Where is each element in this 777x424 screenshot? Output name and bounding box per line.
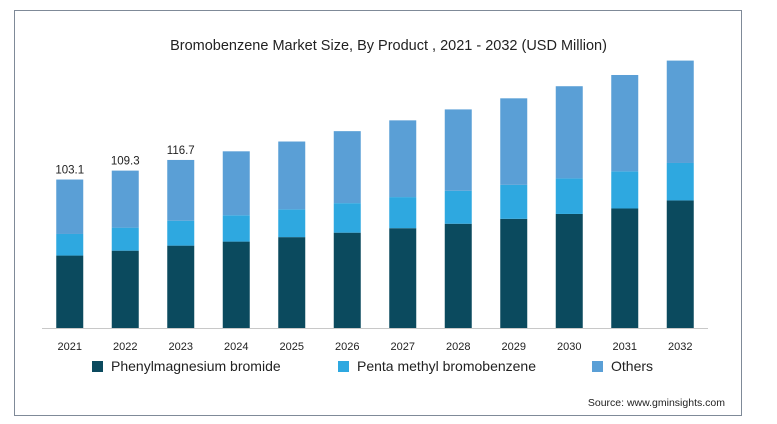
x-tick-label: 2030 — [557, 341, 581, 353]
legend-swatch — [592, 360, 603, 372]
x-tick-label: 2027 — [391, 341, 415, 353]
bar-segment-2029-2 — [500, 184, 528, 219]
bar-segment-2021-1 — [56, 255, 84, 328]
bar-segment-2021-3 — [56, 179, 84, 234]
bar-segment-2030-3 — [555, 86, 583, 179]
data-label: 116.7 — [167, 145, 195, 157]
legend-item: Others — [592, 358, 653, 374]
x-tick-label: 2026 — [335, 341, 359, 353]
bar-segment-2028-2 — [444, 190, 472, 224]
bar-segment-2027-1 — [389, 228, 417, 328]
bar-segment-2032-2 — [666, 162, 694, 201]
bar-segment-2023-1 — [167, 245, 195, 328]
legend-swatch — [338, 360, 349, 372]
bar-segment-2027-3 — [389, 120, 417, 198]
chart-legend: Phenylmagnesium bromide Penta methyl brom… — [92, 358, 692, 382]
bar-segment-2024-3 — [222, 151, 250, 216]
bar-segment-2025-2 — [278, 209, 306, 238]
bar-segment-2024-1 — [222, 241, 250, 328]
bar-segment-2028-1 — [444, 223, 472, 328]
legend-label: Penta methyl bromobenzene — [357, 358, 536, 374]
bar-segment-2026-1 — [333, 232, 361, 328]
bar-segment-2030-1 — [555, 213, 583, 328]
data-label: 103.1 — [55, 165, 84, 177]
bar-segment-2023-3 — [167, 159, 195, 221]
bar-segment-2025-1 — [278, 237, 306, 328]
bar-segment-2031-2 — [611, 171, 639, 209]
bar-segment-2029-1 — [500, 218, 528, 328]
bar-segment-2022-1 — [111, 250, 139, 328]
x-tick-label: 2031 — [613, 341, 637, 353]
legend-item: Penta methyl bromobenzene — [338, 358, 536, 374]
data-label: 109.3 — [111, 156, 140, 168]
bar-segment-2028-3 — [444, 109, 472, 191]
bar-segment-2027-2 — [389, 197, 417, 229]
bar-segment-2026-2 — [333, 203, 361, 233]
legend-label: Others — [611, 358, 654, 374]
chart-title: Bromobenzene Market Size, By Product , 2… — [170, 38, 607, 54]
bar-segment-2032-3 — [666, 60, 694, 163]
bar-segment-2022-3 — [111, 170, 139, 228]
bar-segment-2025-3 — [278, 141, 306, 210]
legend-swatch — [92, 360, 103, 372]
legend-item: Phenylmagnesium bromide — [92, 358, 281, 374]
bar-segment-2029-3 — [500, 98, 528, 185]
bar-segment-2026-3 — [333, 131, 361, 204]
bar-segment-2024-2 — [222, 215, 250, 242]
x-tick-label: 2028 — [446, 341, 470, 353]
x-tick-label: 2025 — [280, 341, 304, 353]
x-tick-label: 2032 — [668, 341, 692, 353]
bar-segment-2030-2 — [555, 178, 583, 214]
x-tick-label: 2029 — [502, 341, 526, 353]
legend-label: Phenylmagnesium bromide — [111, 358, 281, 374]
bar-segment-2031-1 — [611, 208, 639, 328]
bar-segment-2023-2 — [167, 220, 195, 246]
x-tick-label: 2022 — [113, 341, 137, 353]
source-note: Source: www.gminsights.com — [587, 397, 725, 409]
bar-segment-2022-2 — [111, 227, 139, 251]
x-tick-label: 2023 — [169, 341, 193, 353]
bar-segment-2031-3 — [611, 74, 639, 172]
x-tick-label: 2024 — [224, 341, 248, 353]
bar-segment-2021-2 — [56, 233, 84, 256]
x-tick-label: 2021 — [58, 341, 82, 353]
bar-segment-2032-1 — [666, 200, 694, 328]
